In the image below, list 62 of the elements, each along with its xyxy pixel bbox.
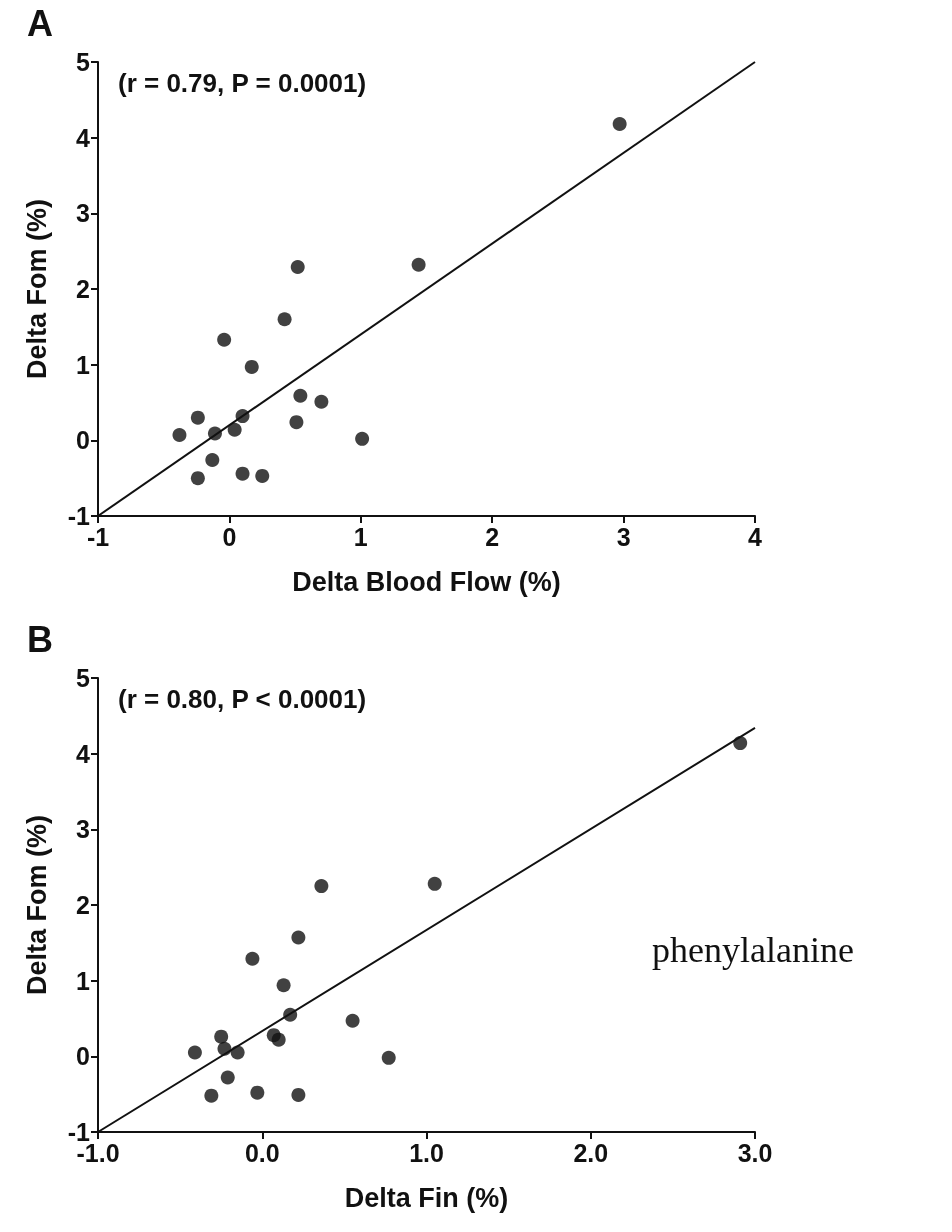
point xyxy=(277,312,292,327)
annotation: (r = 0.80, P < 0.0001) xyxy=(118,684,367,714)
point xyxy=(255,468,270,483)
y-tick-label: 4 xyxy=(76,739,91,768)
point xyxy=(235,466,250,481)
point xyxy=(187,1045,202,1060)
y-tick-label: 5 xyxy=(76,48,91,76)
x-tick-label: 1 xyxy=(353,522,368,551)
point xyxy=(271,1032,286,1047)
point xyxy=(244,359,259,374)
point xyxy=(291,1087,306,1102)
y-tick-label: 5 xyxy=(76,664,91,692)
point xyxy=(293,388,308,403)
annotation: phenylalanine xyxy=(652,930,854,970)
point xyxy=(245,951,260,966)
y-axis-title: Delta Fom (%) xyxy=(21,814,52,996)
y-tick-label: 1 xyxy=(76,966,91,995)
point xyxy=(381,1050,396,1065)
annotation: (r = 0.79, P = 0.0001) xyxy=(118,68,367,98)
point xyxy=(217,332,232,347)
point xyxy=(205,453,220,467)
point xyxy=(427,876,442,891)
point xyxy=(289,415,304,430)
x-tick-label: 2.0 xyxy=(573,1138,609,1167)
point xyxy=(172,428,187,443)
point xyxy=(411,257,426,272)
x-tick-label: 0 xyxy=(222,522,237,551)
x-axis-title: Delta Fin (%) xyxy=(344,1182,509,1213)
y-tick-label: 0 xyxy=(76,426,90,455)
y-tick-label: 3 xyxy=(76,815,90,844)
x-tick-label: 3.0 xyxy=(737,1138,773,1167)
point xyxy=(190,410,205,425)
point xyxy=(276,978,291,993)
y-tick-label: 4 xyxy=(76,123,91,152)
point xyxy=(214,1029,229,1044)
point xyxy=(250,1085,265,1100)
point xyxy=(291,930,306,945)
x-axis-title: Delta Blood Flow (%) xyxy=(292,566,561,597)
point xyxy=(290,260,305,275)
y-axis-title: Delta Fom (%) xyxy=(21,198,52,380)
x-tick-label: 4 xyxy=(748,522,763,551)
y-tick-label: 1 xyxy=(76,350,91,379)
chart-title: B xyxy=(27,618,53,660)
x-tick-label: 3 xyxy=(616,522,631,551)
point xyxy=(345,1013,360,1028)
point xyxy=(314,879,329,894)
x-tick-label: 2 xyxy=(485,522,500,551)
y-tick-label: 2 xyxy=(76,891,90,919)
point xyxy=(314,394,329,409)
point xyxy=(612,117,627,132)
point xyxy=(220,1070,235,1085)
x-tick-label: 0.0 xyxy=(244,1138,280,1167)
y-tick-label: 0 xyxy=(76,1042,90,1071)
x-tick-label: 1.0 xyxy=(409,1138,444,1167)
point xyxy=(227,422,242,437)
point xyxy=(355,431,370,446)
point xyxy=(190,471,205,486)
point xyxy=(204,1088,219,1103)
y-tick-label: 2 xyxy=(76,275,90,303)
y-tick-label: 3 xyxy=(76,199,90,228)
chart-title: A xyxy=(27,2,53,44)
y-tick-label: -1 xyxy=(67,502,91,530)
